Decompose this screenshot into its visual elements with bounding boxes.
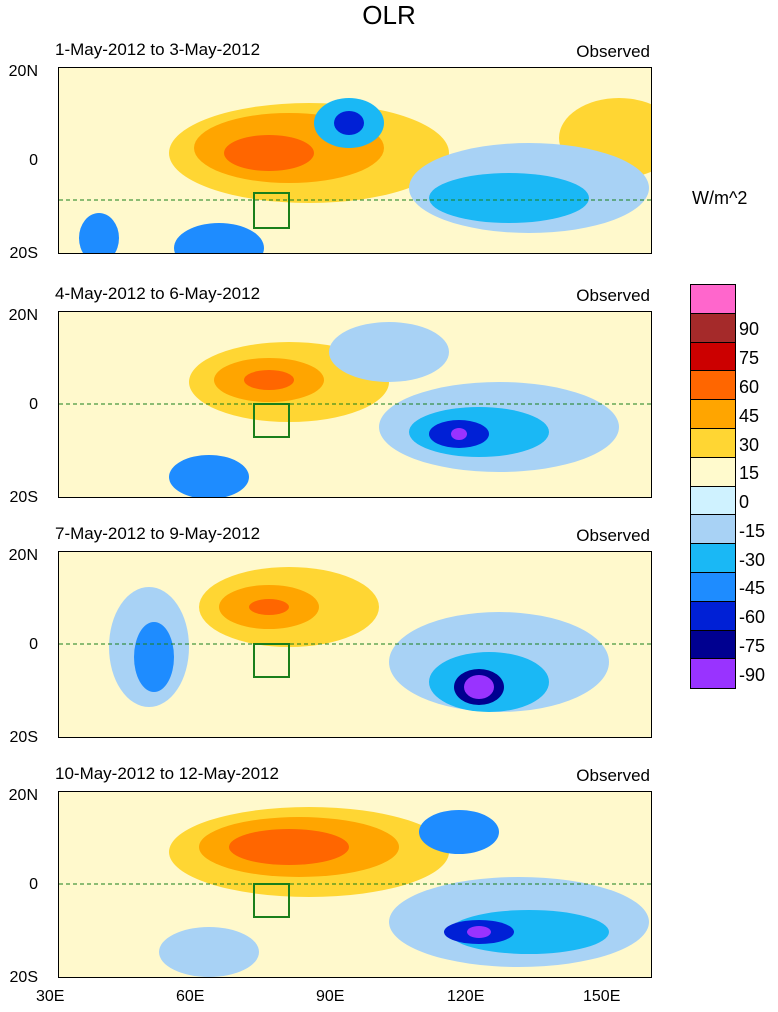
colorbar-swatch [691,400,735,429]
ylabel-20n: 20N [8,547,38,564]
colorbar-label: 90 [739,319,760,339]
xlabel-150e: 150E [583,988,621,1005]
ylabel-20s: 20S [9,729,38,746]
panel-status: Observed [576,526,650,545]
colorbar-swatch [691,515,735,545]
colorbar-label: -15 [739,521,766,541]
panel-title: 1-May-2012 to 3-May-2012 [55,40,261,59]
olr-map [58,551,652,738]
panel-status: Observed [576,42,650,61]
colorbar-label: -45 [739,578,766,598]
panel-status: Observed [576,286,650,305]
colorbar-swatch [691,428,735,458]
olr-map [58,311,652,498]
colorbar-swatch [691,486,735,516]
colorbar-label: -30 [739,550,766,570]
ylabel-0: 0 [29,876,38,893]
colorbar-label: -90 [739,665,766,685]
colorbar-swatch [691,342,735,372]
colorbar [690,284,736,690]
olr-contour-field [59,567,651,712]
colorbar-label: 30 [739,435,760,455]
ylabel-20n: 20N [8,307,38,324]
colorbar-swatch [691,457,735,487]
colorbar-label: 60 [739,377,760,397]
ylabel-20s: 20S [9,489,38,506]
colorbar-swatch [691,630,735,660]
xlabel-30e: 30E [36,988,65,1005]
panel-title: 7-May-2012 to 9-May-2012 [55,524,261,543]
ylabel-20s: 20S [9,969,38,986]
olr-contour-field [59,98,651,253]
colorbar-swatch [691,285,735,314]
figure-title: OLR [362,0,416,30]
olr-contour-field [59,322,651,497]
colorbar-swatch [691,371,735,401]
panel-title: 4-May-2012 to 6-May-2012 [55,284,261,303]
xlabel-120e: 120E [447,988,485,1005]
xlabel-60e: 60E [176,988,205,1005]
colorbar-label: 15 [739,463,760,483]
colorbar-label: -75 [739,636,766,656]
colorbar-label: -60 [739,607,766,627]
colorbar-units: W/m^2 [692,188,748,208]
colorbar-swatch [691,313,735,343]
ylabel-0: 0 [29,152,38,169]
ylabel-20n: 20N [8,787,38,804]
olr-map [58,791,652,978]
colorbar-swatch [691,659,735,689]
colorbar-label: 75 [739,348,760,368]
olr-map [58,67,652,254]
panel-title: 10-May-2012 to 12-May-2012 [55,764,279,783]
colorbar-swatch [691,572,735,602]
panel-2: 4-May-2012 to 6-May-2012 Observed 20N 0 … [0,284,680,524]
ylabel-20n: 20N [8,63,38,80]
olr-contour-field [59,807,651,977]
ylabel-0: 0 [29,636,38,653]
colorbar-label: 0 [739,492,750,512]
xlabel-90e: 90E [316,988,345,1005]
ylabel-20s: 20S [9,245,38,262]
ylabel-0: 0 [29,396,38,413]
colorbar-swatch [691,601,735,631]
panel-4: 10-May-2012 to 12-May-2012 Observed 20N … [0,764,680,1004]
panel-3: 7-May-2012 to 9-May-2012 Observed 20N 0 … [0,524,680,764]
panel-status: Observed [576,766,650,785]
colorbar-swatch [691,544,735,573]
colorbar-label: 45 [739,406,760,426]
panel-1: 1-May-2012 to 3-May-2012 Observed 20N 0 … [0,40,680,280]
